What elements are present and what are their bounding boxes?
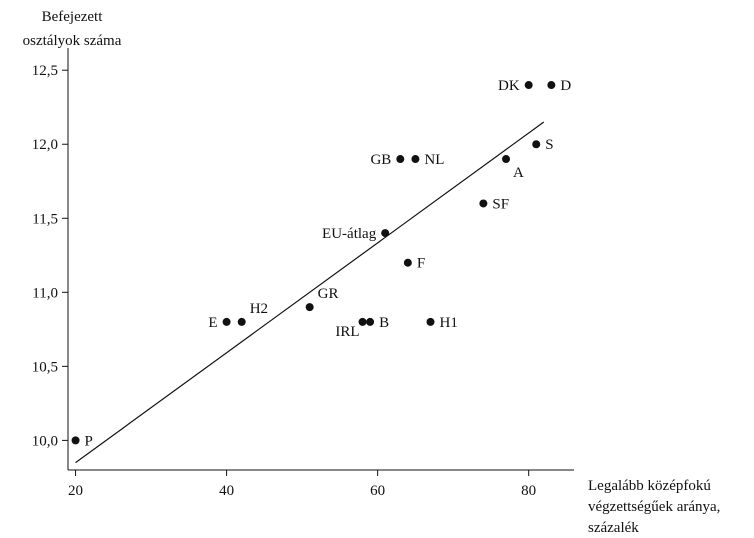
x-tick-label: 60 bbox=[370, 483, 385, 499]
data-point-a bbox=[502, 155, 511, 164]
axes: 10,0 10,5 11,0 11,5 12,0 12,5 20 40 60 80 bbox=[32, 48, 574, 499]
data-label-h1: H1 bbox=[440, 315, 458, 331]
data-label-d: D bbox=[560, 78, 571, 94]
data-label-nl: NL bbox=[424, 152, 444, 168]
y-axis-title-line-1: Befejezett bbox=[42, 9, 104, 25]
data-point-s bbox=[532, 140, 541, 149]
data-point-nl bbox=[411, 155, 420, 164]
data-label-dk: DK bbox=[498, 78, 520, 94]
trendline bbox=[75, 121, 545, 464]
data-label-gb: GB bbox=[370, 152, 391, 168]
data-label-sf: SF bbox=[492, 196, 509, 212]
data-point-irl bbox=[358, 317, 367, 326]
data-point-d bbox=[547, 81, 556, 90]
data-point-e bbox=[222, 317, 231, 326]
data-point-h2 bbox=[237, 317, 246, 326]
data-point-gb bbox=[396, 155, 405, 164]
data-point-eu-tlag bbox=[381, 229, 390, 238]
y-tick-label: 11,5 bbox=[32, 211, 58, 227]
data-point-gr bbox=[305, 303, 314, 312]
data-points: P E H2 GR IRL B H1 EU-átlag F GB NL SFA S DK D bbox=[71, 78, 571, 449]
x-axis-title: Legalább középfokú végzettségűek aránya,… bbox=[588, 478, 720, 536]
data-label-f: F bbox=[417, 256, 425, 272]
data-point-p bbox=[71, 436, 80, 445]
data-label-irl: IRL bbox=[335, 324, 359, 340]
data-label-p: P bbox=[85, 433, 93, 449]
data-label-e: E bbox=[208, 315, 217, 331]
y-axis-title-line-2: osztályok száma bbox=[23, 33, 122, 49]
data-label-h2: H2 bbox=[250, 301, 268, 317]
y-axis-title: Befejezett osztályok száma bbox=[23, 9, 122, 49]
data-label-s: S bbox=[545, 137, 553, 153]
y-tick-label: 12,5 bbox=[32, 63, 58, 79]
x-tick-label: 80 bbox=[521, 483, 536, 499]
data-point-dk bbox=[524, 81, 533, 90]
data-label-gr: GR bbox=[318, 286, 339, 302]
x-axis-title-line-2: végzettségűek aránya, bbox=[588, 499, 720, 515]
y-tick-label: 10,0 bbox=[32, 433, 58, 449]
data-point-sf bbox=[479, 199, 488, 208]
x-tick-label: 40 bbox=[219, 483, 234, 499]
y-tick-label: 12,0 bbox=[32, 137, 58, 153]
data-label-eu-tlag: EU-átlag bbox=[322, 226, 377, 242]
data-point-h1 bbox=[426, 317, 435, 326]
trendline-group bbox=[75, 121, 545, 464]
data-point-b bbox=[366, 317, 375, 326]
y-tick-label: 10,5 bbox=[32, 359, 58, 375]
data-label-b: B bbox=[379, 315, 389, 331]
x-axis-title-line-1: Legalább középfokú bbox=[588, 478, 711, 494]
x-axis-title-line-3: százalék bbox=[588, 520, 639, 536]
x-tick-label: 20 bbox=[68, 483, 83, 499]
data-label-a: A bbox=[513, 165, 524, 181]
y-tick-label: 11,0 bbox=[32, 285, 58, 301]
data-point-f bbox=[403, 258, 412, 267]
